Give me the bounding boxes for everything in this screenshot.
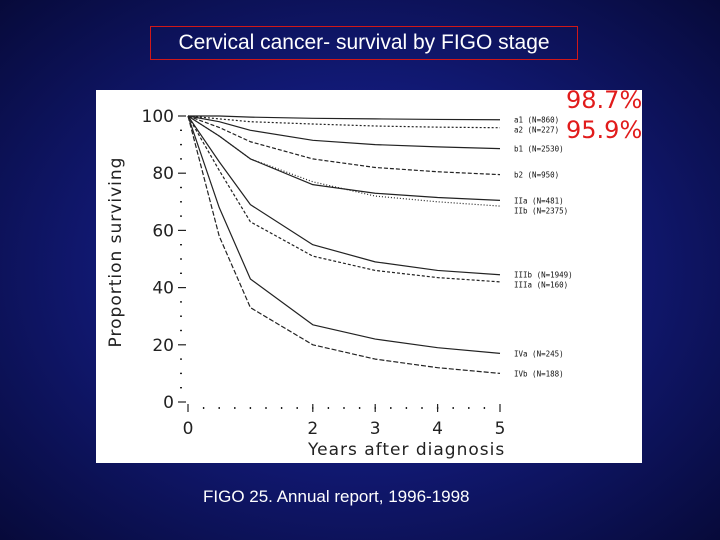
legend-label-1: a1 (N=860) <box>514 116 559 125</box>
survival-curve-3 <box>187 115 501 150</box>
survival-curve-4 <box>187 115 501 176</box>
y-tick-label: 0 <box>163 393 174 413</box>
slide-title: Cervical cancer- survival by FIGO stage <box>150 26 578 60</box>
callout-a2-survival: 95.9% <box>566 116 643 144</box>
y-tick-label: 100 <box>142 107 174 127</box>
survival-curve-5 <box>187 115 501 201</box>
source-caption: FIGO 25. Annual report, 1996-1998 <box>203 487 470 506</box>
survival-curve-6 <box>187 115 501 207</box>
chart-lines <box>187 115 501 374</box>
survival-curve-8 <box>187 115 501 283</box>
survival-curve-10 <box>187 115 501 374</box>
y-axis-title: Proportion surviving <box>106 157 126 348</box>
survival-chart: 0 20 40 60 80 100 0 2 3 4 5 a1 (N=860)a2 (N=227) b1… <box>106 107 573 460</box>
x-axis-title: Years after diagnosis <box>307 440 505 460</box>
y-tick-label: 40 <box>152 279 174 299</box>
x-tick-label: 5 <box>495 419 506 439</box>
survival-curve-1 <box>188 115 501 121</box>
survival-curve-9 <box>187 115 501 354</box>
y-tick-label: 80 <box>152 164 174 184</box>
legend-label-6: IIb (N=2375) <box>514 206 568 215</box>
x-tick-label: 3 <box>370 419 381 439</box>
x-tick-label: 2 <box>307 419 318 439</box>
x-tick-label: 0 <box>183 419 194 439</box>
legend-label-2: a2 (N=227) <box>514 126 559 135</box>
y-tick-label: 20 <box>152 336 174 356</box>
chart-axes: 0 20 40 60 80 100 0 2 3 4 5 <box>142 107 506 439</box>
callout-a1-survival: 98.7% <box>566 86 643 114</box>
y-tick-label: 60 <box>152 221 174 241</box>
legend-label-5: IIa (N=481) <box>514 196 564 205</box>
survival-curve-7 <box>187 115 501 276</box>
legend-label-10: IVb (N=188) <box>514 369 564 378</box>
legend-label-4: b2 (N=950) <box>514 171 559 180</box>
legend-label-8: IIIa (N=160) <box>514 281 568 290</box>
chart-legend: a1 (N=860)a2 (N=227) b1 (N=2530) b2 (N=950… <box>514 116 573 379</box>
legend-label-7: IIIb (N=1949) <box>514 271 573 280</box>
survival-curve-2 <box>187 115 501 129</box>
x-tick-label: 4 <box>432 419 443 439</box>
legend-label-9: IVa (N=245) <box>514 349 564 358</box>
survival-chart-figure: 0 20 40 60 80 100 0 2 3 4 5 a1 (N=860) a2 (N=227) b1… <box>96 90 642 463</box>
legend-label-3: b1 (N=2530) <box>514 145 564 154</box>
